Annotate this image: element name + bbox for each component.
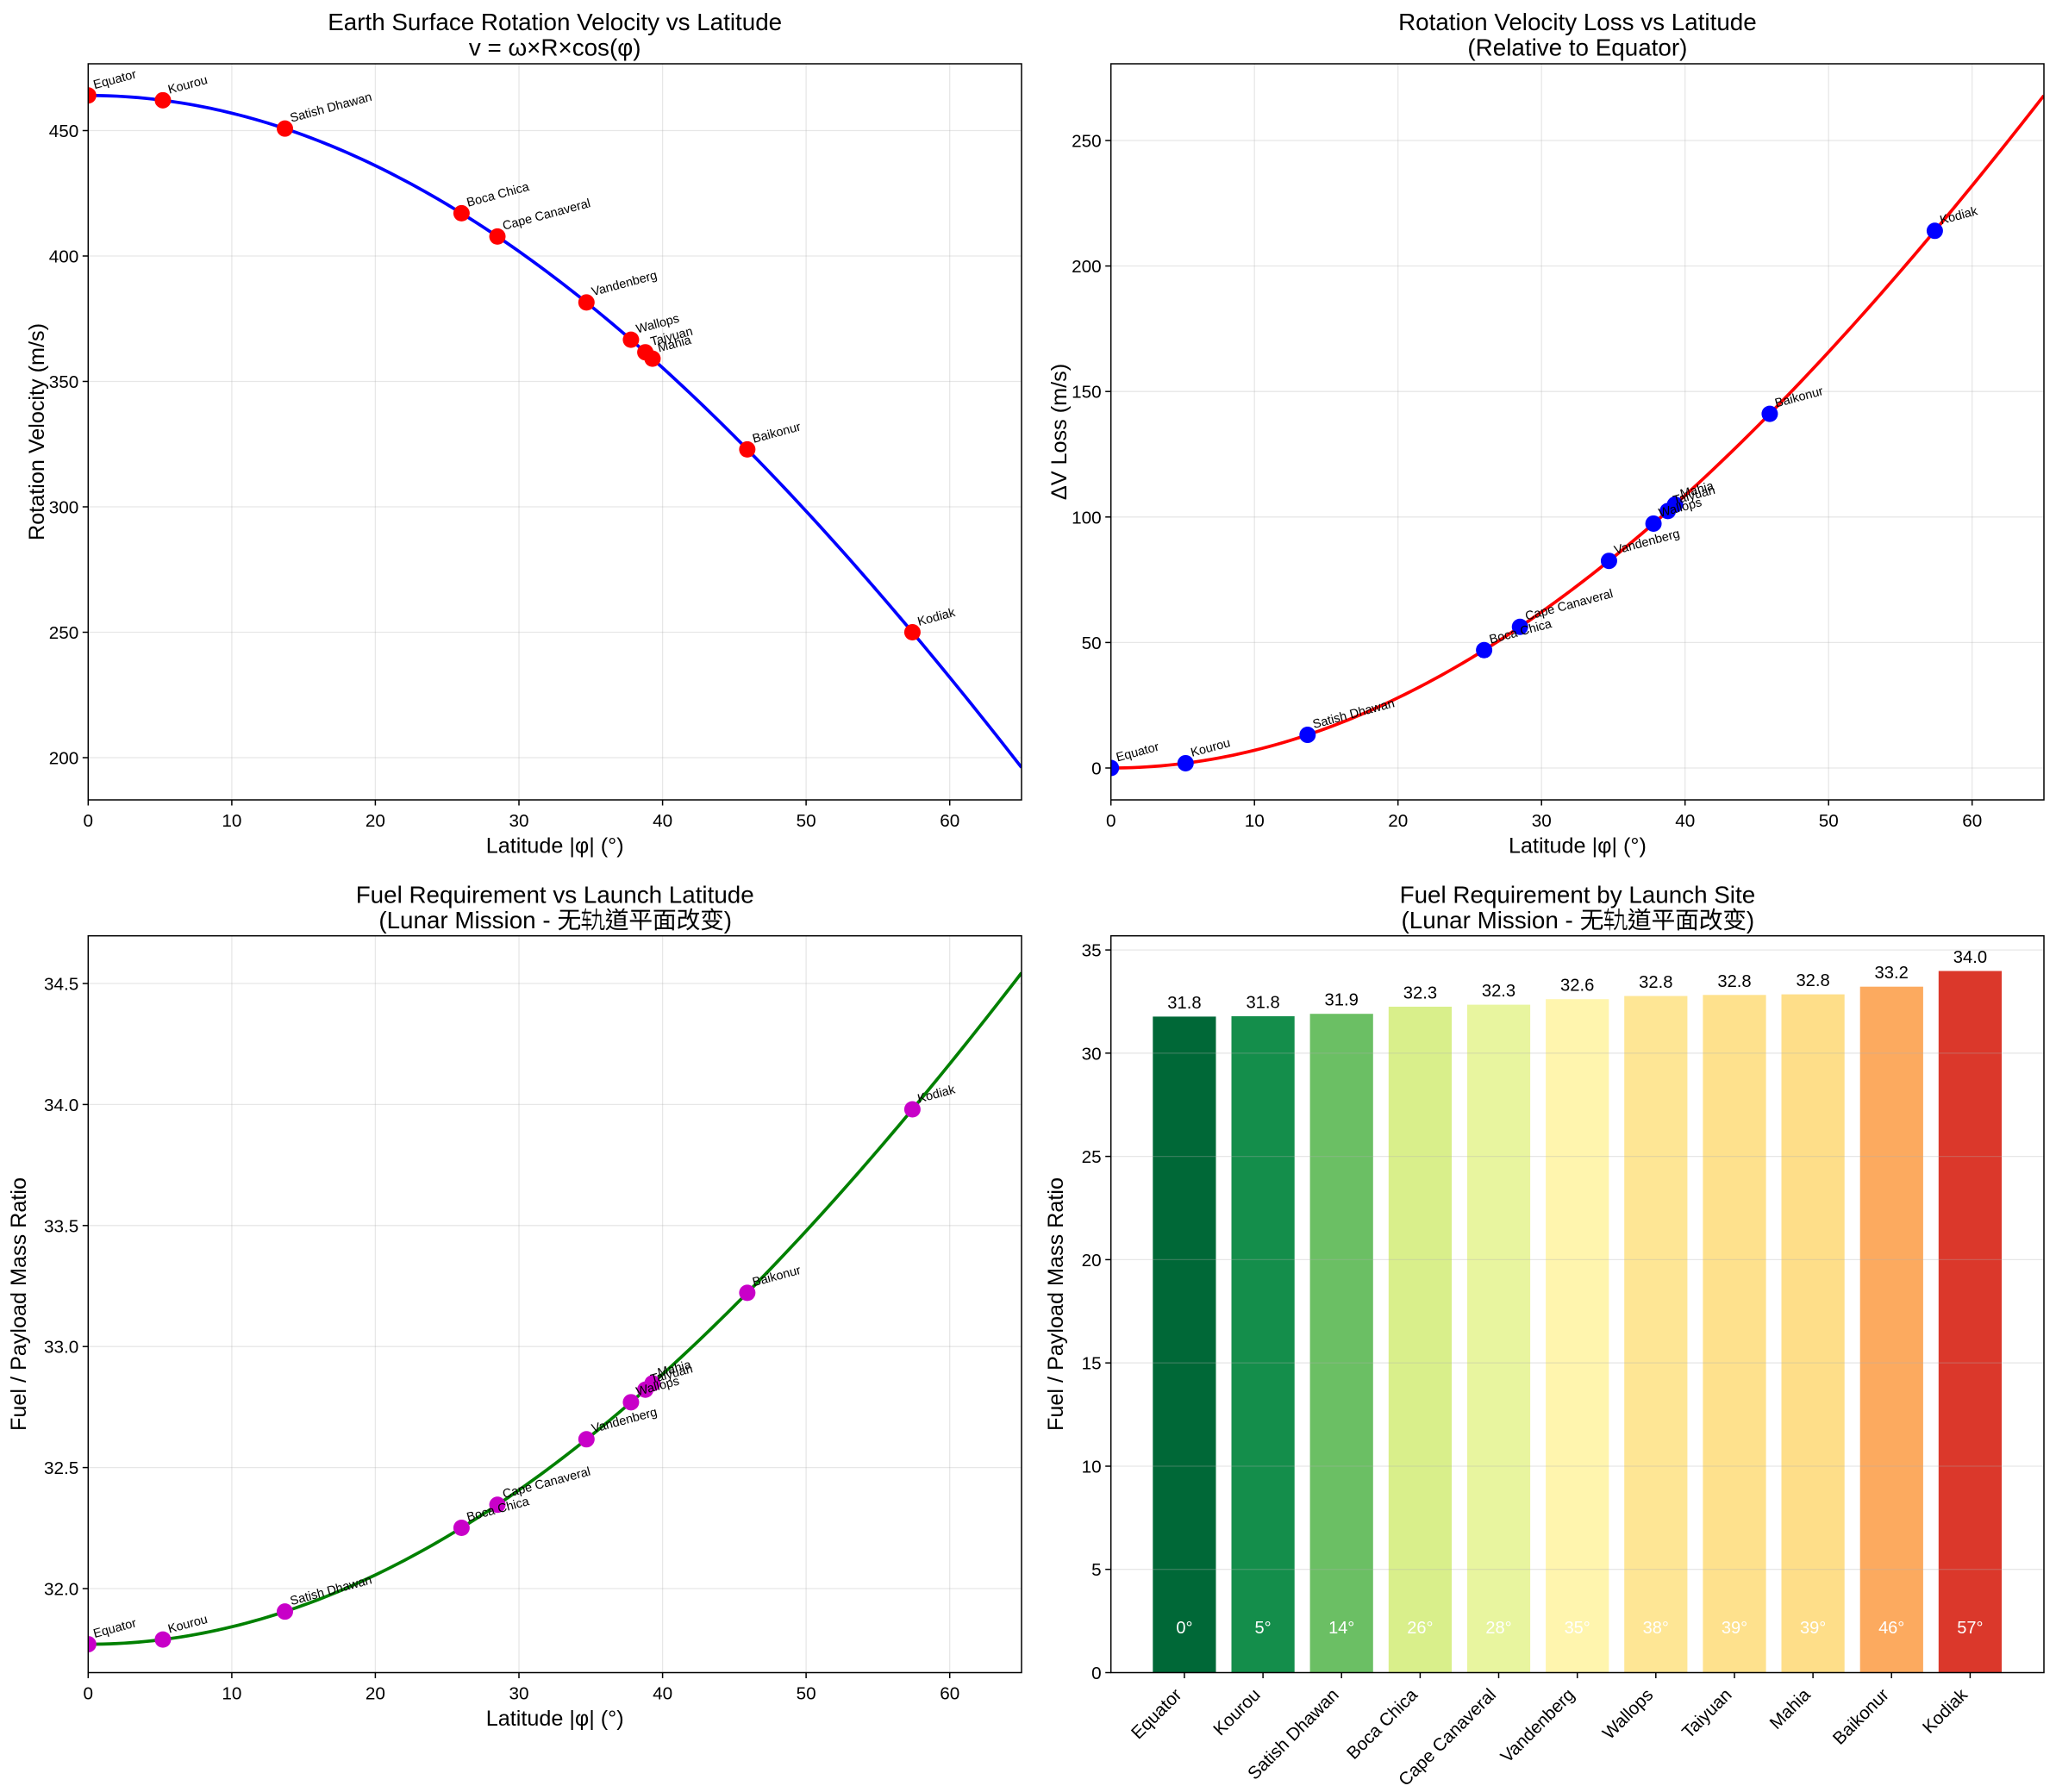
svg-text:14°: 14°: [1328, 1619, 1354, 1638]
svg-text:Rotation Velocity (m/s): Rotation Velocity (m/s): [25, 323, 49, 540]
svg-text:33.5: 33.5: [44, 1216, 78, 1236]
svg-text:30: 30: [509, 811, 528, 831]
svg-text:34.0: 34.0: [1953, 948, 1987, 967]
svg-text:200: 200: [1072, 257, 1102, 277]
svg-text:39°: 39°: [1722, 1619, 1747, 1638]
svg-text:32.0: 32.0: [44, 1580, 78, 1600]
svg-text:Fuel Requirement vs Launch Lat: Fuel Requirement vs Launch Latitude: [356, 881, 754, 908]
svg-text:Fuel Requirement by Launch Sit: Fuel Requirement by Launch Site: [1400, 881, 1756, 908]
svg-text:50: 50: [797, 811, 816, 831]
svg-text:40: 40: [1675, 811, 1695, 831]
svg-text:Earth Surface Rotation Velocit: Earth Surface Rotation Velocity vs Latit…: [328, 9, 782, 35]
svg-text:35: 35: [1082, 941, 1102, 961]
svg-text:20: 20: [1388, 811, 1408, 831]
svg-text:35°: 35°: [1565, 1619, 1590, 1638]
svg-text:50: 50: [1819, 811, 1839, 831]
svg-text:38°: 38°: [1643, 1619, 1669, 1638]
svg-text:46°: 46°: [1878, 1619, 1904, 1638]
svg-text:30: 30: [1082, 1044, 1102, 1064]
svg-text:20: 20: [366, 1684, 385, 1704]
svg-text:50: 50: [797, 1684, 816, 1704]
svg-text:Rotation Velocity Loss vs Lati: Rotation Velocity Loss vs Latitude: [1398, 9, 1757, 35]
svg-text:0: 0: [1091, 759, 1102, 779]
svg-text:40: 40: [653, 811, 672, 831]
svg-text:10: 10: [222, 1684, 241, 1704]
svg-text:31.8: 31.8: [1167, 994, 1201, 1013]
svg-text:0: 0: [1091, 1664, 1102, 1683]
svg-text:25: 25: [1082, 1147, 1102, 1167]
svg-text:(Lunar Mission -: (Lunar Mission -: [378, 907, 550, 933]
svg-text:20: 20: [1082, 1251, 1102, 1271]
svg-text:0: 0: [84, 811, 94, 831]
svg-text:Latitude |φ| (°): Latitude |φ| (°): [486, 834, 624, 858]
svg-text:28°: 28°: [1485, 1619, 1511, 1638]
svg-text:40: 40: [653, 1684, 672, 1704]
svg-text:39°: 39°: [1800, 1619, 1826, 1638]
svg-text:60: 60: [940, 811, 959, 831]
svg-text:31.9: 31.9: [1325, 991, 1359, 1010]
svg-text:50: 50: [1082, 634, 1102, 653]
svg-text:Fuel / Payload Mass Ratio: Fuel / Payload Mass Ratio: [1044, 1177, 1068, 1431]
svg-text:5: 5: [1091, 1560, 1102, 1580]
svg-text:32.6: 32.6: [1560, 977, 1594, 996]
svg-text:33.2: 33.2: [1875, 964, 1909, 983]
svg-text:Latitude |φ| (°): Latitude |φ| (°): [486, 1707, 624, 1731]
svg-text:250: 250: [49, 623, 79, 643]
svg-text:57°: 57°: [1957, 1619, 1983, 1638]
svg-text:0: 0: [1106, 811, 1116, 831]
svg-text:60: 60: [1962, 811, 1982, 831]
svg-text:15: 15: [1082, 1354, 1102, 1374]
svg-text:60: 60: [940, 1684, 959, 1704]
svg-text:5°: 5°: [1255, 1619, 1272, 1638]
svg-text:32.3: 32.3: [1482, 982, 1515, 1001]
svg-text:200: 200: [49, 749, 79, 769]
svg-text:(Lunar Mission -: (Lunar Mission -: [1402, 907, 1573, 933]
svg-text:30: 30: [509, 1684, 528, 1704]
svg-text:20: 20: [366, 811, 385, 831]
svg-text:): ): [724, 907, 732, 933]
svg-text:100: 100: [1072, 508, 1102, 528]
svg-text:32.3: 32.3: [1403, 983, 1437, 1002]
svg-text:300: 300: [49, 498, 79, 518]
svg-text:34.5: 34.5: [44, 975, 78, 995]
svg-text:30: 30: [1532, 811, 1552, 831]
svg-text:(Relative to Equator): (Relative to Equator): [1467, 34, 1687, 60]
svg-text:34.0: 34.0: [44, 1096, 78, 1115]
svg-text:10: 10: [1245, 811, 1265, 831]
svg-text:): ): [1747, 907, 1754, 933]
svg-text:Latitude |φ| (°): Latitude |φ| (°): [1509, 834, 1647, 858]
svg-text:26°: 26°: [1407, 1619, 1433, 1638]
svg-text:32.8: 32.8: [1796, 971, 1829, 990]
svg-text:32.8: 32.8: [1639, 973, 1672, 992]
svg-text:10: 10: [1082, 1458, 1102, 1477]
svg-text:0°: 0°: [1176, 1619, 1192, 1638]
svg-text:250: 250: [1072, 132, 1102, 152]
svg-text:31.8: 31.8: [1246, 994, 1279, 1013]
svg-text:ΔV Loss (m/s): ΔV Loss (m/s): [1047, 364, 1072, 500]
svg-text:350: 350: [49, 372, 79, 392]
svg-text:150: 150: [1072, 383, 1102, 403]
svg-text:32.5: 32.5: [44, 1458, 78, 1478]
svg-text:0: 0: [84, 1684, 94, 1704]
svg-text:Fuel / Payload Mass Ratio: Fuel / Payload Mass Ratio: [7, 1177, 31, 1431]
svg-text:v = ω×R×cos(φ): v = ω×R×cos(φ): [469, 34, 641, 60]
svg-text:450: 450: [49, 122, 79, 141]
svg-text:33.0: 33.0: [44, 1338, 78, 1358]
svg-text:10: 10: [222, 811, 241, 831]
svg-text:400: 400: [49, 247, 79, 267]
svg-text:32.8: 32.8: [1717, 972, 1751, 991]
